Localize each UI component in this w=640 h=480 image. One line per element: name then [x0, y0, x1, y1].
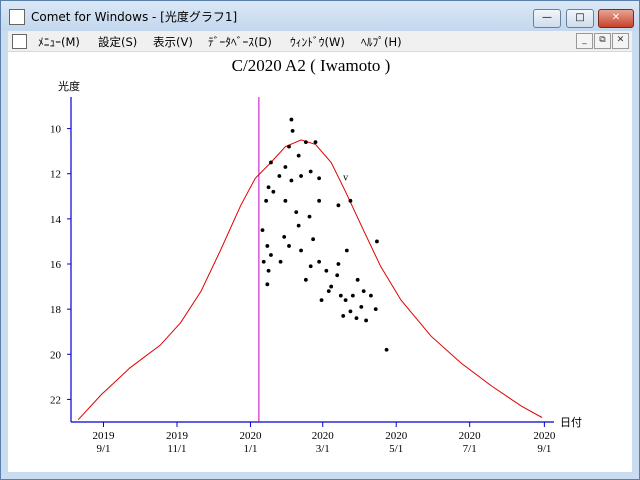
observation-point	[269, 160, 273, 165]
menu-item[interactable]: ｳｨﾝﾄﾞｳ(W)	[290, 35, 345, 49]
observation-point	[271, 189, 276, 194]
child-restore[interactable]: ⧉	[594, 33, 611, 49]
observation-point	[265, 282, 270, 287]
chart-title: C/2020 A2 ( Iwamoto )	[232, 56, 391, 75]
observation-point	[266, 268, 271, 273]
x-tick-label: 2020 1/1	[239, 430, 262, 455]
maximize-button[interactable]: □	[566, 9, 594, 28]
observation-point	[313, 140, 318, 145]
observation-point	[348, 198, 353, 203]
observation-point	[303, 277, 308, 282]
y-tick-label: 14	[50, 214, 62, 226]
child-minimize[interactable]: _	[576, 33, 593, 49]
observation-point	[375, 239, 379, 244]
observation-point	[364, 318, 368, 323]
observation-point	[266, 185, 271, 190]
y-tick-label: 20	[50, 349, 62, 361]
observation-point	[265, 244, 270, 248]
child-icon[interactable]	[12, 34, 27, 49]
observation-point	[308, 169, 313, 174]
y-axis-label: 光度	[58, 79, 80, 93]
observation-point	[348, 309, 353, 314]
x-tick-label: 2020 5/1	[385, 430, 408, 455]
observation-point	[283, 198, 288, 203]
observation-point	[299, 248, 303, 253]
observation-point	[269, 253, 273, 257]
observation-point	[324, 268, 329, 273]
observation-point	[355, 277, 360, 282]
observation-point	[341, 314, 346, 318]
annotation: v	[343, 173, 348, 184]
minimize-button[interactable]: —	[533, 9, 561, 28]
app-icon	[9, 9, 25, 25]
observation-point	[354, 316, 359, 321]
child-close[interactable]: ✕	[612, 33, 629, 49]
y-tick-label: 22	[50, 394, 61, 406]
chart: C/2020 A2 ( Iwamoto ) 光度 日付 10 12 14 16 18 20…	[8, 52, 632, 472]
menu-item[interactable]: 設定(S)	[98, 35, 138, 49]
observation-point	[289, 178, 294, 183]
observation-point	[336, 203, 341, 208]
menu-item[interactable]: ﾍﾙﾌﾟ(H)	[361, 35, 402, 49]
x-tick-label: 2020 3/1	[312, 430, 335, 455]
x-tick-label: 2020 9/1	[533, 430, 556, 455]
observation-point	[343, 298, 348, 303]
y-tick-label: 16	[50, 259, 62, 271]
observation-point	[308, 264, 313, 269]
observation-point	[311, 237, 316, 242]
observation-point	[307, 214, 312, 219]
x-tick-label: 2019 11/1	[166, 430, 189, 455]
observation-point	[359, 304, 364, 309]
observation-point	[335, 273, 340, 278]
y-tick-label: 18	[50, 304, 62, 316]
observation-point	[369, 293, 373, 298]
observation-point	[350, 293, 355, 298]
observation-point	[384, 347, 389, 352]
observation-point	[317, 176, 322, 181]
observation-point	[338, 293, 343, 298]
observation-point	[296, 153, 301, 158]
observation-point	[373, 307, 378, 312]
observation-point	[317, 198, 322, 203]
observation-point	[278, 259, 283, 264]
observation-point	[294, 210, 299, 215]
observation-point	[317, 259, 322, 264]
observation-point	[264, 198, 269, 203]
observation-point	[290, 128, 295, 133]
menu-item[interactable]: ﾒﾆｭｰ(M)	[38, 35, 80, 49]
observation-point	[299, 174, 303, 178]
y-tick-label: 12	[50, 169, 61, 181]
observation-point	[326, 289, 331, 293]
menu-item[interactable]: 表示(V)	[153, 35, 193, 49]
observation-point	[287, 244, 291, 248]
observation-point	[261, 259, 266, 264]
title-bar: Comet for Windows - [光度グラフ1] — □ ✕	[1, 1, 639, 31]
observation-point	[260, 228, 265, 233]
menu-item[interactable]: ﾃﾞｰﾀﾍﾞｰｽ(D)	[208, 35, 272, 49]
observation-point	[283, 165, 288, 169]
observation-point	[282, 235, 287, 239]
y-tick-label: 10	[50, 124, 62, 136]
observation-point	[329, 284, 334, 289]
x-axis-label: 日付	[560, 416, 582, 429]
menu-bar: ﾒﾆｭｰ(M) 設定(S) 表示(V) ﾃﾞｰﾀﾍﾞｰｽ(D) ｳｨﾝﾄﾞｳ(W…	[8, 31, 632, 52]
observation-point	[319, 298, 324, 303]
x-tick-label: 2020 7/1	[459, 430, 482, 455]
close-button[interactable]: ✕	[598, 9, 634, 28]
observation-point	[344, 248, 349, 253]
observation-point	[296, 223, 301, 228]
observation-point	[336, 262, 341, 266]
model-curve	[77, 139, 543, 421]
observation-point	[287, 144, 291, 149]
observation-point	[277, 174, 282, 178]
observation-point	[303, 140, 308, 145]
x-tick-label: 2019 9/1	[93, 430, 116, 455]
observation-point	[289, 117, 294, 122]
observation-point	[361, 289, 366, 293]
window-title: Comet for Windows - [光度グラフ1]	[31, 10, 238, 24]
